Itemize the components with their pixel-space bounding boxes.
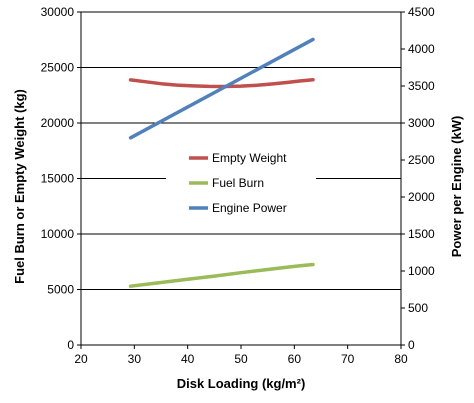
right-y-tick-label: 2000: [408, 190, 435, 204]
right-y-tick-label: 3000: [408, 116, 435, 130]
left-y-tick-label: 0: [67, 338, 74, 352]
left-y-tick-label: 5000: [47, 283, 74, 297]
x-tick-label: 80: [394, 352, 408, 366]
series-line-fuel-burn: [128, 262, 315, 288]
legend-label-engine-power: Engine Power: [212, 201, 287, 215]
x-tick-label: 60: [288, 352, 302, 366]
x-tick-label: 50: [234, 352, 248, 366]
legend-label-fuel-burn: Fuel Burn: [212, 176, 264, 190]
left-y-tick-label: 10000: [41, 227, 75, 241]
x-axis-title: Disk Loading (kg/m²): [177, 376, 306, 391]
right-y-tick-label: 0: [408, 338, 415, 352]
series-layer: [128, 37, 315, 288]
x-tick-label: 20: [74, 352, 88, 366]
right-y-tick-label: 2500: [408, 153, 435, 167]
right-y-tick-label: 1000: [408, 264, 435, 278]
left-y-tick-label: 20000: [41, 116, 75, 130]
series-line-empty-weight: [128, 77, 315, 89]
series-line-engine-power: [128, 37, 315, 140]
left-y-tick-label: 30000: [41, 5, 75, 19]
right-y-tick-label: 4000: [408, 42, 435, 56]
right-y-axis-ticks: 0 500 1000 1500 2000 2500 3000 3500 4000 4500: [401, 5, 435, 352]
right-y-axis-title: Power per Engine (kW): [449, 116, 464, 258]
left-y-axis-title: Fuel Burn or Empty Weight (kg): [12, 89, 27, 284]
left-y-tick-label: 15000: [41, 172, 75, 186]
right-y-tick-label: 1500: [408, 227, 435, 241]
x-tick-label: 30: [128, 352, 142, 366]
x-axis-ticks: 20 30 40 50 60 70 80: [74, 345, 408, 366]
right-y-tick-label: 500: [408, 301, 428, 315]
x-tick-label: 40: [181, 352, 195, 366]
x-tick-label: 70: [341, 352, 355, 366]
legend-label-empty-weight: Empty Weight: [212, 151, 287, 165]
legend: Empty Weight Fuel Burn Engine Power: [189, 151, 287, 215]
left-y-tick-label: 25000: [41, 61, 75, 75]
left-y-axis-ticks: 0 5000 10000 15000 20000 25000 30000: [41, 5, 81, 352]
right-y-tick-label: 4500: [408, 5, 435, 19]
right-y-tick-label: 3500: [408, 79, 435, 93]
